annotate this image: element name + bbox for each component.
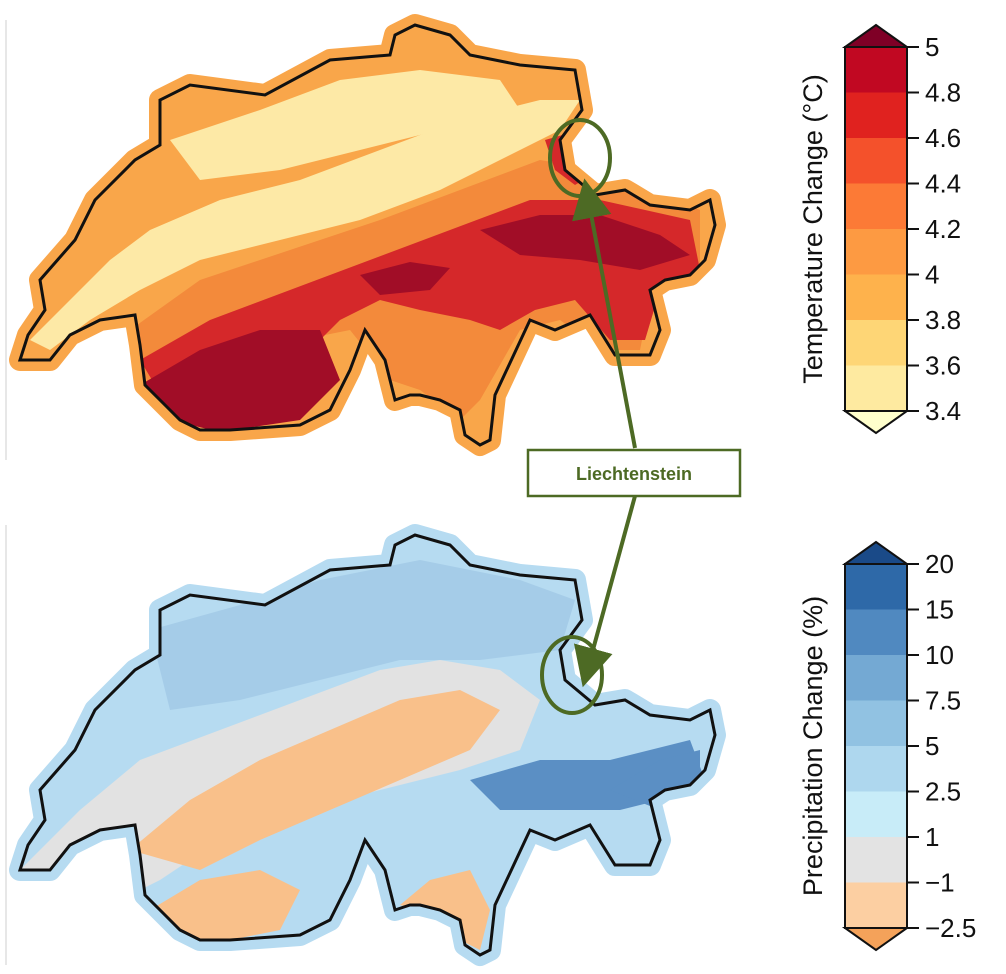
precipitation-colorbar-tick-label: 5 (925, 731, 939, 761)
temperature-zone-highalps-center (360, 262, 450, 295)
temperature-colorbar-tick-label: 3.8 (925, 305, 961, 335)
precipitation-colorbar-tick-label: −1 (925, 868, 955, 898)
temperature-zone-highalps-east (480, 215, 690, 270)
precipitation-colorbar-tick-label: 1 (925, 822, 939, 852)
precipitation-zone-dry-ticino (400, 870, 490, 950)
temperature-colorbar-tick-label: 4.4 (925, 169, 961, 199)
liechtenstein-callout: Liechtenstein (526, 118, 742, 715)
temperature-zone-highalps-west (140, 330, 340, 432)
temperature-map (0, 0, 740, 460)
precipitation-colorbar-segment (845, 564, 907, 610)
precipitation-map (0, 510, 740, 970)
callout-arrow-down (573, 495, 637, 688)
precipitation-colorbar-tick-label: 15 (925, 595, 954, 625)
temperature-colorbar-tick-label: 4.2 (925, 214, 961, 244)
precipitation-colorbar-tick-label: −2.5 (925, 913, 976, 943)
temperature-colorbar: 5 4.8 4.6 4.4 4.2 4 3.8 3.6 3.4 Temperature Chang… (798, 23, 961, 435)
precipitation-zone-dry-south (150, 870, 300, 942)
precipitation-colorbar-max-triangle (841, 540, 911, 565)
precipitation-colorbar-tick-label: 20 (925, 549, 954, 579)
precipitation-colorbar-segment (845, 746, 907, 792)
temperature-colorbar-segment (845, 229, 907, 275)
precipitation-colorbar-tick-label: 2.5 (925, 777, 961, 807)
precipitation-colorbar-segment (845, 700, 907, 746)
precipitation-colorbar-title: Precipitation Change (%) (798, 596, 828, 896)
precipitation-colorbar-segment (845, 791, 907, 837)
temperature-zone-plateau (30, 100, 580, 350)
callout-box (526, 448, 742, 498)
callout-label: Liechtenstein (576, 464, 692, 484)
temperature-colorbar-segment (845, 47, 907, 93)
temperature-colorbar-tick-label: 4.8 (925, 78, 961, 108)
precipitation-colorbar-segment (845, 655, 907, 701)
precipitation-colorbar-segment (845, 837, 907, 883)
precipitation-colorbar-segment (845, 609, 907, 655)
precipitation-colorbar: 20 15 10 7.5 5 2.5 1 −1 −2.5 Precipitation Change… (798, 540, 976, 952)
precipitation-colorbar-tick-label: 10 (925, 640, 954, 670)
temperature-colorbar-segment (845, 92, 907, 138)
precipitation-zone-north (150, 560, 575, 710)
temperature-colorbar-tick-label: 5 (925, 32, 939, 62)
callout-arrow-up (572, 178, 637, 449)
temperature-colorbar-title: Temperature Change (°C) (798, 74, 828, 383)
temperature-colorbar-tick-label: 3.4 (925, 396, 961, 426)
temperature-zone-plateau-north (170, 70, 520, 180)
temperature-colorbar-tick-label: 4.6 (925, 123, 961, 153)
temperature-colorbar-segment (845, 320, 907, 366)
precipitation-zone-dry-plateau (130, 690, 500, 870)
temperature-colorbar-tick-label: 3.6 (925, 351, 961, 381)
temperature-colorbar-segment (845, 274, 907, 320)
temperature-colorbar-segment (845, 365, 907, 411)
precipitation-colorbar-tick-label: 7.5 (925, 686, 961, 716)
precipitation-colorbar-min-triangle (841, 927, 911, 952)
temperature-colorbar-tick-label: 4 (925, 260, 939, 290)
temperature-colorbar-segment (845, 138, 907, 184)
temperature-colorbar-max-triangle (841, 23, 911, 48)
temperature-colorbar-segment (845, 183, 907, 229)
precipitation-colorbar-segment (845, 882, 907, 928)
temperature-colorbar-min-triangle (841, 410, 911, 435)
